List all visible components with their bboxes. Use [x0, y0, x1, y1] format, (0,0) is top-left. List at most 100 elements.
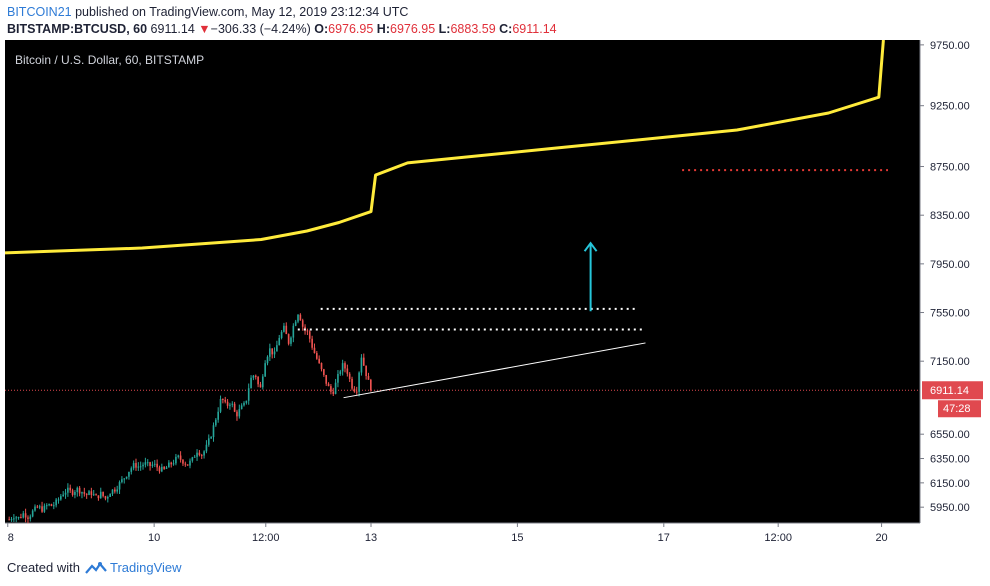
- candle-body: [273, 351, 276, 355]
- candle-body: [109, 494, 111, 497]
- candle-body: [306, 330, 309, 332]
- candle-body: [27, 517, 29, 519]
- candle-body: [240, 405, 243, 410]
- candle-body: [62, 494, 65, 497]
- candle-body: [186, 464, 189, 466]
- tradingview-label: TradingView: [109, 560, 182, 575]
- y-tick-label: 7550.00: [930, 308, 970, 320]
- candle-body: [224, 399, 227, 402]
- candle-body: [160, 466, 163, 472]
- candle-body: [175, 456, 177, 464]
- x-tick-label: 13: [365, 532, 377, 544]
- candle-body: [283, 325, 285, 332]
- candle-body: [99, 491, 102, 499]
- chart-title: Bitcoin / U.S. Dollar, 60, BITSTAMP: [15, 53, 204, 67]
- ohlc-header: BITSTAMP:BTCUSD, 60 6911.14 ▼−306.33 (−4…: [7, 22, 557, 36]
- last-price: 6911.14: [150, 22, 195, 36]
- candle-body: [69, 487, 72, 491]
- candle-body: [104, 496, 107, 499]
- y-tick-label: 9250.00: [930, 101, 970, 113]
- high-value: 6976.95: [390, 22, 436, 36]
- candle-body: [125, 476, 128, 479]
- candle-body: [247, 388, 250, 401]
- y-tick-label: 8750.00: [930, 162, 970, 174]
- candle-body: [177, 455, 180, 457]
- candle-body: [111, 489, 114, 495]
- candle-body: [88, 491, 90, 496]
- candle-body: [135, 463, 137, 468]
- countdown-label-bg: [938, 400, 981, 418]
- candle-body: [191, 457, 194, 461]
- x-tick-label: 12:00: [764, 532, 792, 544]
- candle-body: [294, 321, 297, 326]
- candle-body: [139, 466, 142, 468]
- candle-body: [264, 363, 266, 377]
- candle-body: [198, 452, 201, 456]
- candle-body: [38, 506, 41, 508]
- candle-body: [193, 456, 196, 458]
- candle-body: [358, 372, 360, 392]
- candle-body: [52, 505, 55, 507]
- author-link[interactable]: BITCOIN21: [7, 5, 72, 19]
- candle-body: [142, 464, 144, 467]
- candle-body: [257, 377, 259, 385]
- candle-body: [179, 455, 182, 460]
- candle-body: [238, 409, 241, 417]
- price-chart[interactable]: Bitcoin / U.S. Dollar, 60, BITSTAMP 9750.…: [5, 40, 985, 552]
- candle-body: [332, 391, 335, 394]
- candle-body: [189, 460, 191, 466]
- up-arrow-icon: [583, 241, 598, 252]
- candle-body: [266, 356, 269, 364]
- last-price-label: 6911.14: [930, 385, 969, 397]
- x-tick-label: 10: [148, 532, 160, 544]
- high-label: H:: [376, 22, 390, 36]
- y-tick-label: 6550.00: [930, 429, 970, 441]
- candle-body: [153, 463, 156, 465]
- candle-body: [311, 338, 313, 348]
- candle-body: [355, 391, 358, 393]
- candle-body: [90, 491, 93, 495]
- low-value: 6883.59: [450, 22, 496, 36]
- candle-body: [20, 517, 22, 519]
- candle-body: [158, 467, 161, 472]
- candle-body: [165, 467, 168, 469]
- candle-body: [287, 334, 290, 344]
- candle-body: [118, 482, 121, 490]
- candle-body: [308, 331, 311, 339]
- candle-body: [341, 363, 344, 372]
- candle-body: [74, 491, 76, 495]
- candle-body: [327, 383, 330, 387]
- down-arrow-icon: ▼: [198, 22, 211, 36]
- open-value: 6976.95: [328, 22, 374, 36]
- candle-body: [254, 375, 257, 378]
- footer: Created with TradingView: [7, 560, 182, 575]
- candle-body: [200, 455, 203, 457]
- candle-body: [45, 505, 48, 507]
- candle-body: [280, 331, 283, 338]
- tradingview-link[interactable]: TradingView: [85, 560, 182, 575]
- candle-body: [231, 403, 234, 405]
- candle-body: [351, 378, 353, 389]
- candle-body: [41, 506, 43, 512]
- candle-body: [31, 510, 34, 517]
- candle-body: [367, 376, 370, 380]
- candle-body: [132, 463, 135, 469]
- candle-body: [182, 459, 184, 464]
- candle-body: [217, 411, 220, 420]
- close-label: C:: [499, 22, 513, 36]
- candle-body: [43, 505, 46, 512]
- candle-body: [57, 499, 60, 501]
- candle-body: [8, 519, 10, 521]
- created-with-label: Created with: [7, 560, 80, 575]
- candle-body: [13, 518, 15, 520]
- plot-area: [5, 40, 920, 523]
- candle-body: [360, 357, 363, 373]
- candle-body: [172, 463, 175, 465]
- candle-body: [325, 374, 328, 384]
- candle-body: [370, 379, 372, 391]
- candle-body: [290, 337, 292, 344]
- countdown-label: 47:28: [943, 403, 971, 415]
- candle-body: [297, 314, 299, 322]
- candle-body: [168, 462, 170, 468]
- candle-body: [85, 493, 88, 496]
